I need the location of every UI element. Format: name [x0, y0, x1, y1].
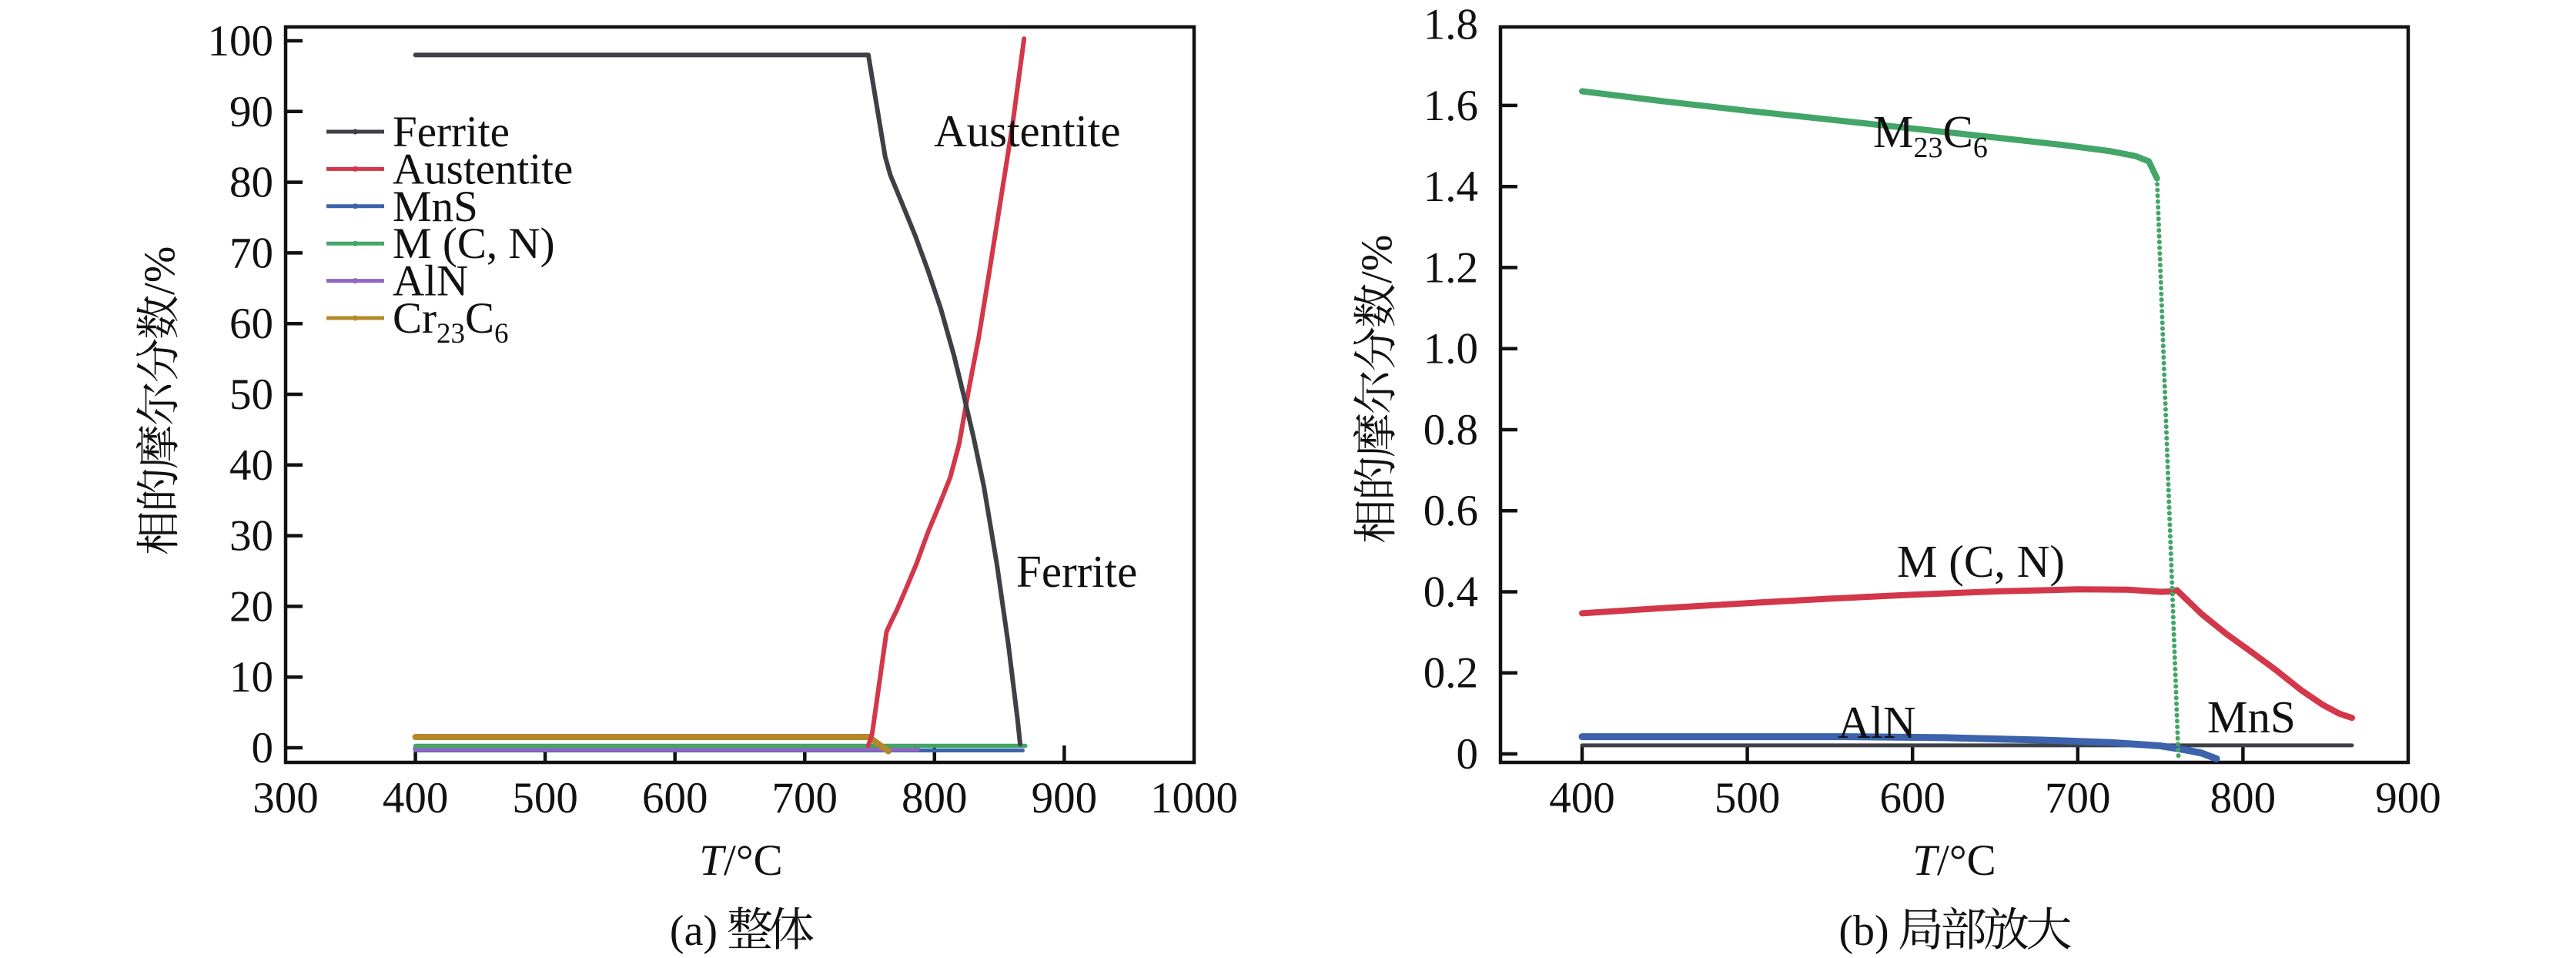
svg-text:0.2: 0.2: [1423, 649, 1478, 698]
svg-text:/°C: /°C: [724, 836, 783, 885]
svg-text:(b): (b): [1838, 907, 1889, 955]
svg-text:700: 700: [2045, 774, 2111, 822]
svg-text:AlN: AlN: [1838, 697, 1916, 748]
svg-text:MnS: MnS: [393, 183, 478, 231]
svg-text:1.0: 1.0: [1423, 325, 1478, 373]
svg-text:500: 500: [512, 774, 578, 822]
svg-text:/°C: /°C: [1937, 836, 1996, 885]
svg-text:50: 50: [229, 370, 273, 419]
svg-text:100: 100: [208, 17, 274, 65]
svg-text:T: T: [699, 836, 727, 885]
svg-text:60: 60: [229, 300, 273, 348]
svg-text:Austentite: Austentite: [934, 106, 1121, 156]
svg-text:1.4: 1.4: [1423, 162, 1478, 211]
svg-text:Ferrite: Ferrite: [1016, 546, 1137, 597]
svg-text:40: 40: [229, 441, 273, 490]
svg-text:90: 90: [229, 88, 273, 136]
svg-text:/%: /%: [1353, 235, 1401, 283]
svg-text:400: 400: [1549, 774, 1615, 822]
svg-text:0.6: 0.6: [1423, 487, 1478, 535]
svg-text:1.2: 1.2: [1423, 243, 1478, 292]
svg-text:300: 300: [253, 774, 319, 822]
svg-text:900: 900: [1032, 774, 1098, 822]
svg-text:900: 900: [2375, 774, 2441, 822]
svg-text:MnS: MnS: [2207, 692, 2296, 742]
svg-text:0: 0: [252, 724, 274, 772]
svg-text:AlN: AlN: [393, 257, 468, 306]
svg-text:700: 700: [772, 774, 838, 822]
svg-text:(a): (a): [670, 907, 718, 955]
svg-text:0.8: 0.8: [1423, 406, 1478, 454]
svg-text:1.8: 1.8: [1423, 1, 1478, 49]
svg-text:0.4: 0.4: [1423, 568, 1478, 617]
svg-text:M23C6: M23C6: [1873, 106, 1988, 164]
svg-text:1000: 1000: [1150, 774, 1238, 822]
svg-text:/%: /%: [135, 246, 184, 295]
svg-text:0: 0: [1457, 730, 1479, 779]
svg-text:600: 600: [1879, 774, 1945, 822]
svg-text:20: 20: [229, 582, 273, 631]
svg-text:800: 800: [2210, 774, 2277, 822]
svg-text:Ferrite: Ferrite: [393, 108, 510, 156]
svg-text:Austentite: Austentite: [393, 145, 573, 193]
svg-text:70: 70: [229, 229, 273, 277]
svg-text:M (C, N): M (C, N): [393, 219, 555, 268]
svg-text:Cr23C6: Cr23C6: [393, 294, 509, 350]
svg-text:400: 400: [383, 774, 449, 822]
svg-text:1.6: 1.6: [1423, 82, 1478, 130]
svg-text:500: 500: [1715, 774, 1781, 822]
svg-text:M (C, N): M (C, N): [1897, 536, 2065, 587]
svg-text:10: 10: [229, 653, 273, 702]
svg-text:800: 800: [902, 774, 968, 822]
svg-text:80: 80: [229, 159, 273, 207]
svg-text:600: 600: [642, 774, 708, 822]
svg-text:T: T: [1912, 836, 1940, 885]
svg-text:30: 30: [229, 512, 273, 561]
